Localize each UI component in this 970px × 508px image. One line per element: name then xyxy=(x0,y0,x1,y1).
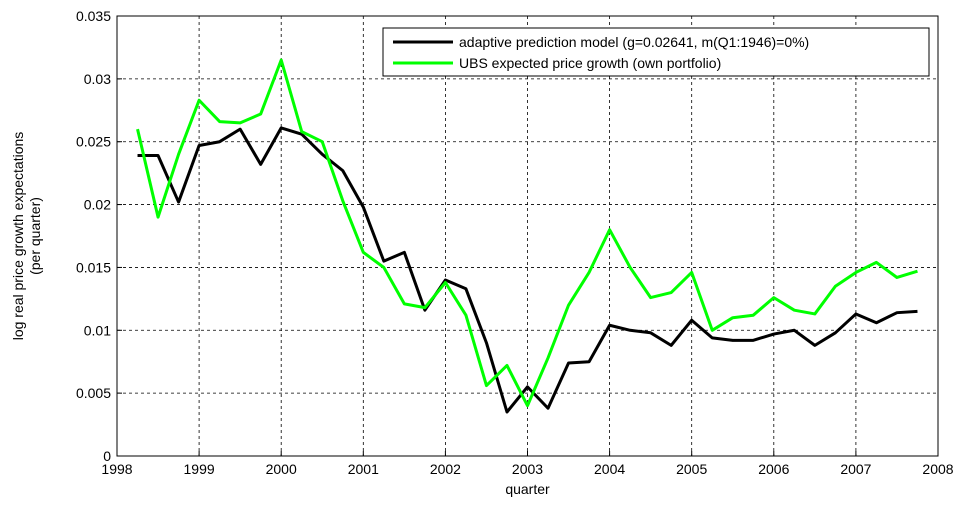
x-tick-label: 1999 xyxy=(184,461,215,477)
legend-label: UBS expected price growth (own portfolio… xyxy=(459,55,721,71)
legend-box xyxy=(382,27,930,77)
y-axis-label: log real price growth expectations xyxy=(10,132,26,341)
x-tick-label: 2004 xyxy=(594,461,625,477)
y-tick-label: 0.02 xyxy=(84,197,111,213)
y-tick-label: 0.005 xyxy=(76,385,111,401)
series-line xyxy=(137,126,918,414)
x-tick-label: 2006 xyxy=(758,461,789,477)
x-axis-label: quarter xyxy=(505,481,550,497)
x-tick-label: 2008 xyxy=(922,461,953,477)
y-tick-label: 0.035 xyxy=(76,8,111,24)
y-tick-label: 0.025 xyxy=(76,134,111,150)
plot-frame xyxy=(116,15,939,457)
y-axis-label: (per quarter) xyxy=(27,197,43,275)
x-tick-label: 2003 xyxy=(512,461,543,477)
x-tick-label: 2007 xyxy=(840,461,871,477)
legend-label: adaptive prediction model (g=0.02641, m(… xyxy=(459,34,809,50)
x-tick-label: 2005 xyxy=(676,461,707,477)
x-tick-label: 1998 xyxy=(101,461,132,477)
y-tick-label: 0.03 xyxy=(84,71,111,87)
series-line xyxy=(136,58,918,408)
x-tick-label: 2001 xyxy=(348,461,379,477)
y-tick-label: 0.01 xyxy=(84,322,111,338)
x-tick-label: 2000 xyxy=(266,461,297,477)
x-tick-label: 2002 xyxy=(430,461,461,477)
y-tick-label: 0.015 xyxy=(76,259,111,275)
y-tick-label: 0 xyxy=(103,448,111,464)
